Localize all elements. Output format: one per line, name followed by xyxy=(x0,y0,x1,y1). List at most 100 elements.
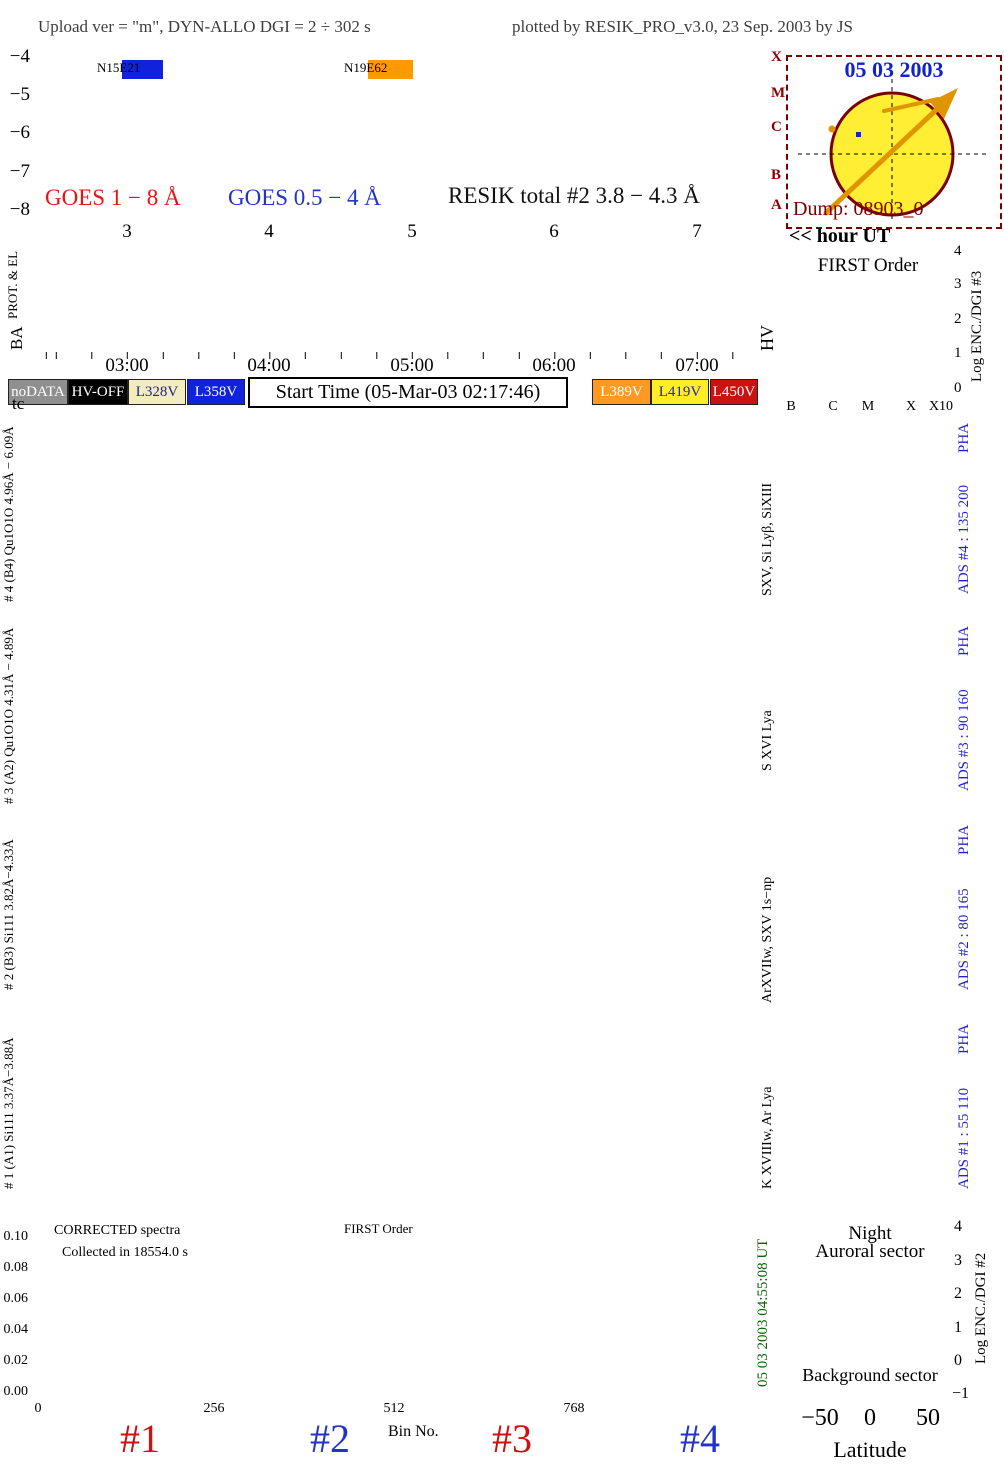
prot-el-label: PROT. & EL xyxy=(5,251,20,320)
spectra-xtick: 256 xyxy=(203,1401,225,1416)
first-ytick: 2 xyxy=(954,311,962,327)
night-ylabel: Log ENC./DGI #2 xyxy=(973,1252,989,1364)
first-xtick: X xyxy=(905,399,917,414)
first-order-title: FIRST Order xyxy=(817,255,919,276)
pha-3-label: PHA xyxy=(956,625,972,656)
legend-hv-off: HV-OFF xyxy=(68,379,128,405)
background-sector-label: Background sector xyxy=(802,1365,938,1385)
goes-class-letter: X xyxy=(771,49,782,65)
flare-label-2: N19E62 xyxy=(344,60,388,75)
hv-label: HV xyxy=(757,325,777,351)
first-ytick: 3 xyxy=(954,276,962,292)
segment-label-4: #4 xyxy=(680,1416,720,1461)
first-xtick: C xyxy=(828,399,838,414)
night-ytick: 4 xyxy=(954,1218,962,1235)
flare-site-marker xyxy=(856,132,861,137)
channel-2-label: # 2 (B3) Si111 3.82Å−4.33Å xyxy=(1,839,16,991)
latitude-label: Latitude xyxy=(833,1437,907,1462)
first-ytick: 4 xyxy=(954,243,962,259)
first-xtick: M xyxy=(861,399,875,414)
spectra-ytick: 0.04 xyxy=(3,1322,29,1337)
spectra-ytick: 0.02 xyxy=(3,1353,29,1368)
goes-xtick: 6 xyxy=(549,221,559,242)
first-xtick: B xyxy=(786,399,796,414)
arrow-head xyxy=(930,88,958,119)
first-ytick: 1 xyxy=(954,345,962,361)
sunspot-marker xyxy=(828,125,836,133)
rotation-arrow-branch xyxy=(882,97,940,113)
spectra-xtick: 512 xyxy=(383,1401,405,1416)
sun-disk-panel: 05 03 2003 Dump: 08903_0 xyxy=(786,55,1002,229)
night-xtick: −50 xyxy=(801,1405,839,1431)
ads-4-label: ADS #4 : 135 200 xyxy=(956,484,972,594)
spectra-ytick: 0.00 xyxy=(3,1384,29,1399)
goes-xtick: 4 xyxy=(264,221,274,242)
channel-3-label: # 3 (A2) Qu1O1O 4.31Å − 4.89Å xyxy=(1,627,16,805)
first-ylabel: Log ENC./DGI #3 xyxy=(969,270,985,382)
night-xtick: 50 xyxy=(916,1405,940,1431)
spectra-xtick: 0 xyxy=(34,1401,42,1416)
sun-date: 05 03 2003 xyxy=(844,57,944,82)
time-label: 05:00 xyxy=(390,355,434,376)
goes-ytick: −5 xyxy=(9,84,30,105)
goes-class-letter: A xyxy=(771,197,782,213)
legend-nodata: noDATA xyxy=(8,379,68,405)
time-tick-axis xyxy=(33,352,755,359)
pha-1-label: PHA xyxy=(956,1023,972,1054)
goes-xtick: 3 xyxy=(122,221,132,242)
line-id-label-1: K XVIIIw, Ar Lya xyxy=(760,1086,775,1190)
line-id-label-2: ArXVIIw, SXV 1s−np xyxy=(760,876,775,1003)
spectra-ytick: 0.06 xyxy=(3,1291,29,1306)
ba-label: BA xyxy=(7,326,26,350)
spectra-xtick: 768 xyxy=(563,1401,585,1416)
spectra-annotation-2: Collected in 18554.0 s xyxy=(62,1245,188,1260)
header-right: plotted by RESIK_PRO_v3.0, 23 Sep. 2003 … xyxy=(512,17,853,36)
legend-l419v: L419V xyxy=(651,379,709,405)
hour-ut-label: << hour UT xyxy=(789,225,891,247)
goes-ytick: −4 xyxy=(9,46,30,67)
time-label: 03:00 xyxy=(105,355,149,376)
night-ytick: 0 xyxy=(954,1352,962,1369)
channel-4-label: # 4 (B4) Qu1O1O 4.96Å − 6.09Å xyxy=(1,426,16,603)
spectra-annotation-1: CORRECTED spectra xyxy=(54,1223,181,1238)
ads-2-label: ADS #2 : 80 165 xyxy=(956,888,972,991)
spectra-annotation-3: FIRST Order xyxy=(344,1221,413,1236)
pha-4-label: PHA xyxy=(956,423,972,454)
ads-3-label: ADS #3 : 90 160 xyxy=(956,689,972,792)
time-label: 06:00 xyxy=(532,355,576,376)
goes-ytick: −7 xyxy=(9,161,30,182)
night-xtick: 0 xyxy=(864,1405,876,1431)
goes-1-8-label: GOES 1 − 8 Å xyxy=(45,185,181,210)
first-ytick: 0 xyxy=(954,380,962,396)
segment-label-1: #1 xyxy=(120,1416,160,1461)
flare-label-1: N15E21 xyxy=(97,60,141,75)
bin-no-label: Bin No. xyxy=(388,1423,439,1440)
flare-box-1 xyxy=(122,60,163,79)
time-label: 04:00 xyxy=(247,355,291,376)
segment-label-2: #2 xyxy=(310,1416,350,1461)
night-title-1: Night xyxy=(848,1223,892,1244)
legend-l389v: L389V xyxy=(592,379,651,405)
ads-1-label: ADS #1 : 55 110 xyxy=(956,1087,972,1189)
night-ytick: 1 xyxy=(954,1319,962,1336)
legend-l358v: L358V xyxy=(187,379,245,405)
night-ytick: −1 xyxy=(952,1385,970,1402)
goes-xtick: 7 xyxy=(692,221,702,242)
goes-ytick: −8 xyxy=(9,199,30,220)
night-ytick: 3 xyxy=(954,1252,962,1269)
spectra-datetime: 05 03 2003 04:55:08 UT xyxy=(755,1238,771,1388)
goes-05-4-label: GOES 0.5 − 4 Å xyxy=(228,185,381,210)
resik-total-label: RESIK total #2 3.8 − 4.3 Å xyxy=(448,183,700,208)
header-left: Upload ver = "m", DYN-ALLO DGI = 2 ÷ 302… xyxy=(38,17,371,36)
sun-disk-drawing xyxy=(798,71,986,221)
flare-box-2 xyxy=(368,60,413,79)
legend-l450v: L450V xyxy=(710,379,758,405)
spectra-ytick: 0.10 xyxy=(3,1229,29,1244)
segment-label-3: #3 xyxy=(492,1416,532,1461)
goes-xtick: 5 xyxy=(407,221,417,242)
night-ytick: 2 xyxy=(954,1285,962,1302)
line-id-label-3: S XVI Lya xyxy=(760,710,775,771)
goes-class-letter: M xyxy=(771,85,786,101)
channel-1-label: # 1 (A1) Si111 3.37Å−3.88Å xyxy=(1,1037,16,1190)
goes-class-letter: B xyxy=(771,167,782,183)
